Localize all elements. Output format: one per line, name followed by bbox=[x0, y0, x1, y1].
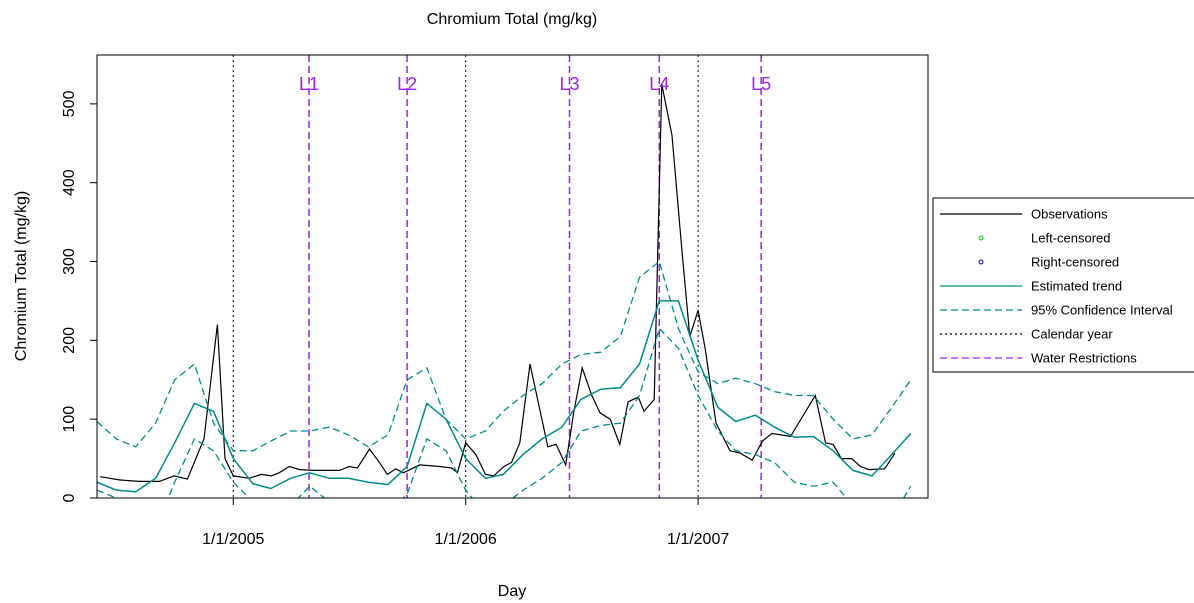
legend-label: Estimated trend bbox=[1031, 278, 1122, 293]
water-restriction-label: L1 bbox=[299, 74, 319, 94]
legend-label: 95% Confidence Interval bbox=[1031, 302, 1173, 317]
plot-frame bbox=[96, 54, 929, 499]
chart-title: Chromium Total (mg/kg) bbox=[427, 11, 597, 28]
y-tick-label: 200 bbox=[61, 327, 78, 354]
water-restriction-label: L5 bbox=[751, 74, 771, 94]
legend-marker bbox=[978, 259, 984, 265]
x-tick-label: 1/1/2007 bbox=[667, 531, 729, 548]
y-tick-label: 400 bbox=[61, 169, 78, 196]
y-tick-label: 0 bbox=[61, 493, 78, 502]
legend-marker bbox=[978, 235, 984, 241]
water-restriction-label: L2 bbox=[397, 74, 417, 94]
legend-label: Calendar year bbox=[1031, 326, 1113, 341]
legend: Observations Left-censored Right-censored E… bbox=[932, 197, 1194, 373]
y-axis-label: Chromium Total (mg/kg) bbox=[13, 191, 30, 361]
ci-upper-line bbox=[97, 260, 912, 452]
y-tick-label: 300 bbox=[61, 248, 78, 275]
legend-label: Left-censored bbox=[1031, 230, 1111, 245]
y-tick-label: 500 bbox=[61, 90, 78, 117]
legend-label: Right-censored bbox=[1031, 254, 1119, 269]
legend-label: Water Restrictions bbox=[1031, 350, 1137, 365]
x-tick-label: 1/1/2006 bbox=[435, 531, 497, 548]
water-restriction-label: L4 bbox=[649, 74, 669, 94]
series-line bbox=[100, 84, 896, 482]
plot-area bbox=[97, 55, 912, 498]
legend-label: Observations bbox=[1031, 206, 1108, 221]
x-axis-label: Day bbox=[498, 583, 526, 600]
y-tick-label: 100 bbox=[61, 406, 78, 433]
series-line bbox=[97, 300, 912, 493]
x-tick-label: 1/1/2005 bbox=[202, 531, 264, 548]
water-restriction-label: L3 bbox=[559, 74, 579, 94]
legend-frame bbox=[932, 197, 1194, 373]
